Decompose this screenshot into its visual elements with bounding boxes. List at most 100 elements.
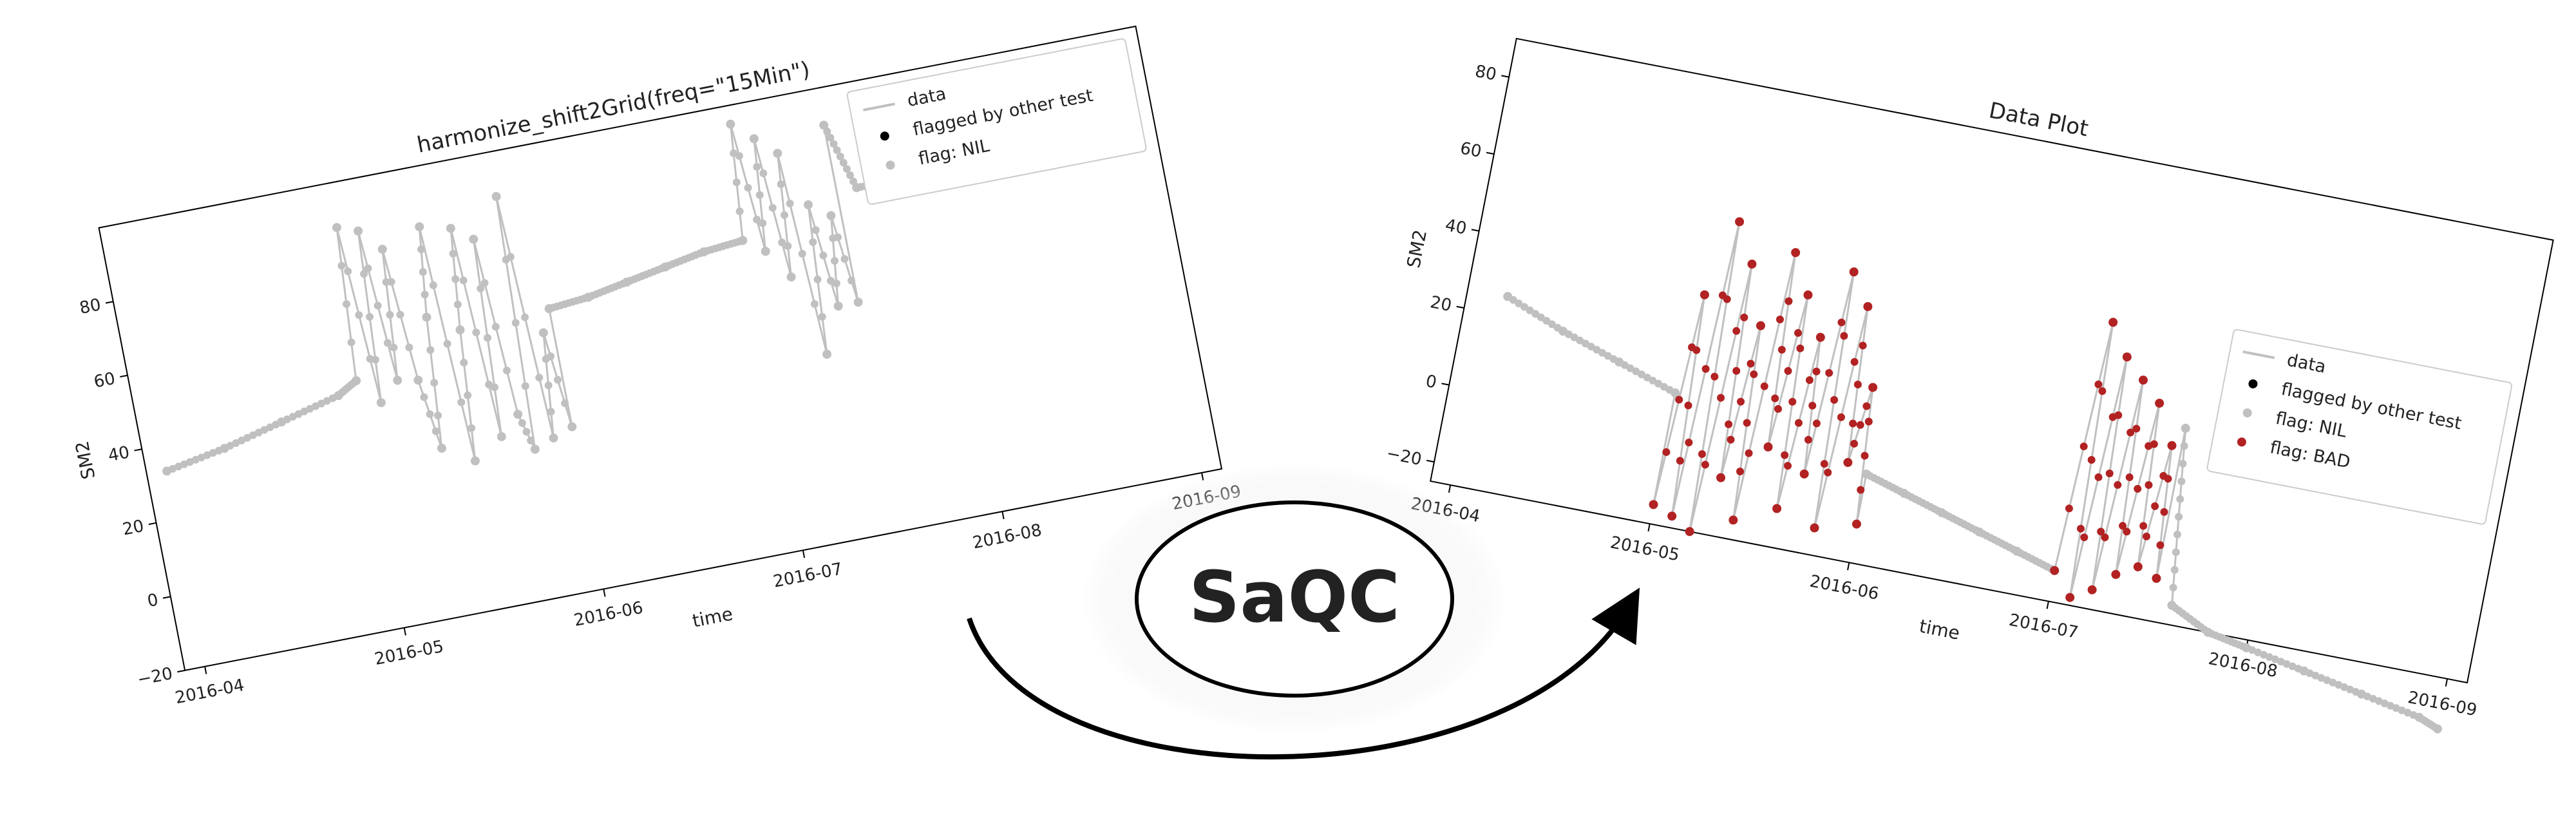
- left-data-point: [853, 298, 863, 307]
- left-data-point: [434, 412, 442, 420]
- right-data-point: [1794, 419, 1803, 427]
- left-legend-swatch: [886, 160, 895, 170]
- right-ytick-label: 0: [1424, 372, 1438, 393]
- left-data-point: [759, 169, 768, 178]
- left-data-point: [749, 134, 759, 144]
- left-data-point: [484, 334, 492, 342]
- left-data-point: [761, 247, 770, 256]
- right-data-point: [1849, 419, 1857, 428]
- left-legend-box: [846, 38, 1147, 205]
- left-ytick-label: 60: [92, 369, 117, 392]
- right-data-point: [1840, 332, 1848, 340]
- left-data-point: [457, 398, 466, 406]
- left-data-point: [833, 233, 842, 242]
- left-data-point: [829, 140, 838, 148]
- left-data-point: [417, 245, 426, 254]
- left-xtick-mark: [1001, 511, 1005, 520]
- left-ytick-mark: [120, 374, 128, 378]
- right-data-point: [2180, 442, 2188, 450]
- left-xtick-mark: [603, 589, 606, 597]
- right-data-point: [1728, 515, 1738, 525]
- right-data-point: [1747, 359, 1755, 368]
- right-data-point: [1808, 401, 1817, 410]
- left-data-point: [360, 270, 368, 278]
- right-data-point: [2177, 477, 2186, 486]
- left-data-point: [413, 376, 423, 385]
- right-ytick-mark: [1471, 229, 1479, 232]
- right-data-point: [1852, 519, 1861, 529]
- right-ytick-label: 40: [1444, 216, 1468, 239]
- right-data-point: [2173, 530, 2181, 538]
- saqc-center: SaQC: [967, 464, 1640, 759]
- left-data-point: [502, 366, 511, 375]
- left-data-point: [527, 436, 535, 444]
- left-data-point: [422, 312, 431, 322]
- right-data-point: [1717, 394, 1725, 402]
- right-data-point: [2145, 480, 2153, 489]
- right-data-point: [2151, 502, 2159, 510]
- left-data-point: [826, 133, 835, 142]
- right-data-point: [2138, 376, 2148, 385]
- right-data-point: [1548, 320, 1556, 328]
- left-data-point: [459, 276, 468, 285]
- right-data-point: [2080, 533, 2088, 542]
- left-chart: harmonize_shift2Grid(freq="15Min") time …: [0, 0, 1278, 815]
- right-data-point: [1812, 419, 1821, 428]
- right-data-point: [2119, 522, 2127, 530]
- left-data-point: [344, 267, 352, 276]
- right-data-point: [2176, 495, 2184, 503]
- right-data-point: [1805, 376, 1814, 385]
- right-data-point: [1796, 344, 1804, 352]
- right-data-point: [2169, 584, 2177, 592]
- left-data-point: [840, 254, 849, 263]
- right-data-point: [1763, 442, 1773, 452]
- left-data-point: [491, 192, 501, 202]
- left-data-point: [839, 158, 848, 167]
- right-data-point: [1862, 402, 1871, 410]
- right-data-point: [1868, 383, 1878, 392]
- left-data-point: [472, 328, 480, 337]
- right-data-point: [2076, 524, 2085, 533]
- left-data-point: [777, 180, 785, 189]
- left-data-point: [831, 256, 839, 265]
- left-data-point: [836, 152, 844, 160]
- saqc-label: SaQC: [1189, 556, 1400, 638]
- left-data-point: [364, 264, 372, 272]
- left-data-point: [849, 177, 858, 185]
- right-ytick-label: 20: [1428, 292, 1453, 316]
- left-ytick-mark: [148, 522, 156, 526]
- right-data-point: [2143, 532, 2151, 540]
- right-data-point: [1771, 394, 1779, 403]
- right-data-point: [2167, 441, 2177, 450]
- left-data-point: [506, 252, 515, 261]
- right-data-point: [1812, 367, 1821, 376]
- right-data-point: [1863, 301, 1873, 311]
- left-data-point: [726, 119, 735, 129]
- right-data-point: [1692, 346, 1701, 354]
- right-data-point: [1820, 460, 1828, 468]
- left-data-point: [490, 383, 498, 392]
- left-data-point: [511, 319, 520, 327]
- right-data-point: [1785, 297, 1793, 305]
- left-data-point: [393, 376, 402, 385]
- left-data-point: [405, 343, 413, 352]
- right-data-point: [2105, 469, 2114, 477]
- right-data-point: [1725, 420, 1733, 428]
- left-data-point: [347, 338, 355, 347]
- right-ytick-mark: [1426, 459, 1435, 463]
- left-data-point: [377, 245, 387, 254]
- right-chart: Data Plot time SM2 2016-042016-052016-06…: [1311, 0, 2576, 815]
- right-data-point: [2179, 459, 2187, 468]
- right-data-point: [1859, 341, 1867, 350]
- right-data-point: [2122, 352, 2132, 362]
- right-data-point: [2087, 456, 2096, 464]
- left-data-point: [419, 268, 427, 276]
- left-xtick-mark: [802, 550, 806, 558]
- right-data-point: [1837, 318, 1846, 327]
- right-xtick-mark: [1847, 562, 1850, 571]
- right-chart-svg: Data Plot time SM2 2016-042016-052016-06…: [1385, 37, 2554, 734]
- right-legend-box: [2206, 328, 2513, 525]
- left-data-point: [832, 280, 840, 288]
- left-data-point: [786, 199, 794, 207]
- left-data-point: [819, 120, 829, 130]
